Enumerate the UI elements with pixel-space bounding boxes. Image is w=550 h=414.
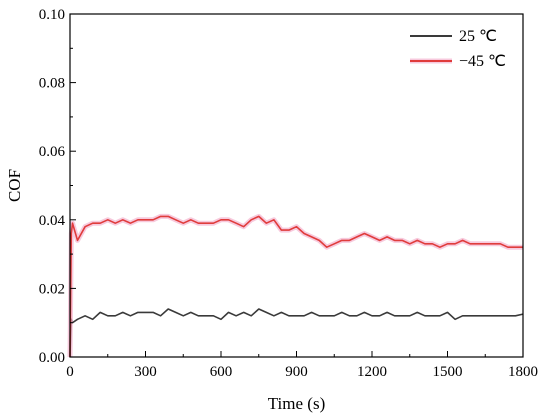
y-tick-label: 0.02 — [39, 281, 65, 297]
legend-label-1: −45 ℃ — [459, 53, 506, 70]
y-tick-label: 0.00 — [39, 350, 65, 366]
y-axis: 0.00 0.02 0.04 0.06 0.08 0.10 — [39, 7, 76, 366]
series-line-1 — [69, 215, 523, 358]
x-tick-label: 1800 — [508, 364, 538, 380]
x-tick-label: 1200 — [357, 364, 387, 380]
x-axis: 0 300 600 900 1200 1500 1800 — [66, 351, 538, 380]
legend-label-0: 25 ℃ — [459, 28, 497, 45]
plot-lines — [67, 213, 524, 358]
series-line-0 — [69, 308, 524, 358]
x-tick-label: 1500 — [433, 364, 463, 380]
y-tick-label: 0.10 — [39, 7, 65, 23]
x-tick-label: 0 — [66, 364, 74, 380]
y-axis-label: COF — [5, 169, 24, 202]
y-tick-label: 0.08 — [39, 76, 65, 92]
series-halo-1 — [67, 213, 523, 358]
y-tick-label: 0.06 — [39, 144, 66, 160]
plot-frame — [69, 13, 524, 358]
x-tick-label: 600 — [210, 364, 233, 380]
y-tick-label: 0.04 — [39, 213, 66, 229]
x-tick-label: 300 — [134, 364, 157, 380]
x-axis-label: Time (s) — [268, 394, 325, 413]
legend: 25 ℃ −45 ℃ — [410, 28, 506, 70]
x-tick-label: 900 — [285, 364, 308, 380]
